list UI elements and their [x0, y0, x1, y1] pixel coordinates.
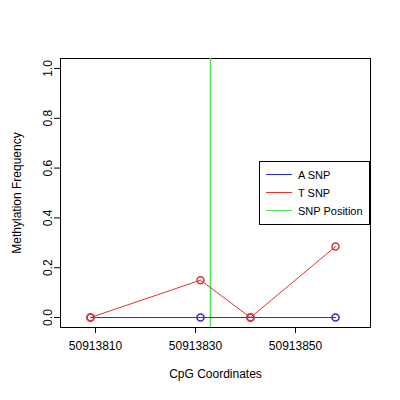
html-text:A SNP: A SNP — [298, 168, 331, 181]
html-text:T SNP: T SNP — [298, 186, 331, 199]
svg-text:50913850: 50913850 — [269, 339, 323, 353]
svg-text:0.8: 0.8 — [41, 110, 55, 127]
svg-text:50913830: 50913830 — [169, 339, 223, 353]
svg-text:0.0: 0.0 — [41, 309, 55, 326]
svg-text:0.4: 0.4 — [41, 209, 55, 226]
html-text:SNP Position: SNP Position — [298, 204, 363, 217]
svg-text:50913810: 50913810 — [69, 339, 123, 353]
svg-text:CpG Coordinates: CpG Coordinates — [169, 367, 262, 381]
svg-text:Methylation Frequency: Methylation Frequency — [10, 132, 24, 253]
svg-text:1.0: 1.0 — [41, 60, 55, 77]
svg-text:0.6: 0.6 — [41, 159, 55, 176]
svg-text:0.2: 0.2 — [41, 259, 55, 276]
